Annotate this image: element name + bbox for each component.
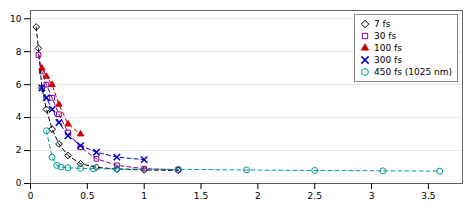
html-text:100 fs: 100 fs: [374, 43, 402, 53]
svg-text:8: 8: [16, 47, 22, 57]
svg-text:2: 2: [16, 145, 22, 155]
svg-text:2: 2: [255, 191, 261, 201]
svg-text:3: 3: [369, 191, 375, 201]
html-text:30 fs: 30 fs: [374, 31, 397, 41]
svg-text:4: 4: [16, 112, 22, 122]
svg-text:6: 6: [16, 80, 22, 90]
svg-text:0: 0: [16, 178, 22, 188]
html-text:300 fs: 300 fs: [374, 55, 402, 65]
svg-text:1: 1: [141, 191, 147, 201]
svg-text:2.5: 2.5: [308, 191, 322, 201]
svg-text:0.5: 0.5: [80, 191, 94, 201]
svg-text:0: 0: [28, 191, 34, 201]
html-text:7 fs: 7 fs: [374, 19, 391, 29]
html-text:450 fs (1025 nm): 450 fs (1025 nm): [374, 67, 452, 77]
svg-text:10: 10: [10, 14, 22, 24]
svg-text:3.5: 3.5: [421, 191, 435, 201]
svg-text:1.5: 1.5: [194, 191, 208, 201]
